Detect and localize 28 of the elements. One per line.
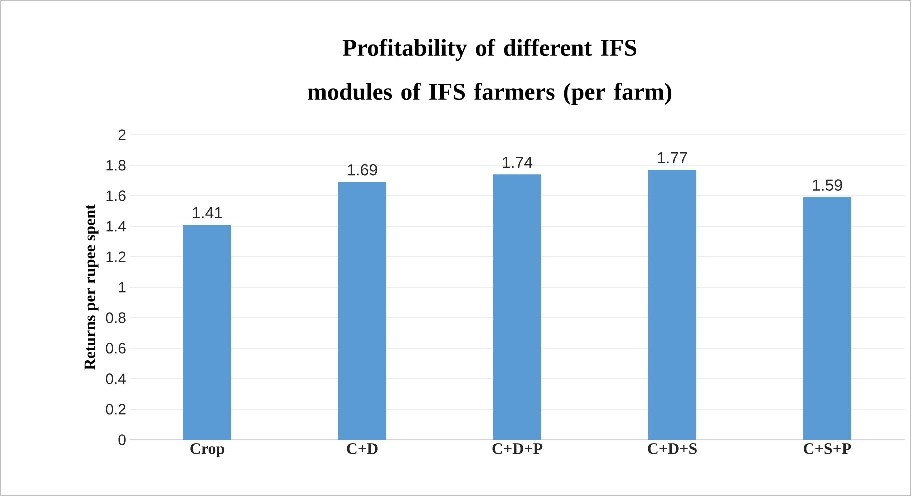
y-tick-label: 1.4 (106, 221, 126, 232)
data-label: 1.59 (813, 180, 842, 191)
y-tick-label: 1 (119, 282, 126, 293)
y-tick-label: 1.8 (106, 160, 126, 171)
y-tick-label: 0.2 (106, 404, 126, 415)
bar (494, 174, 542, 440)
y-tick-label: 0.6 (106, 343, 126, 354)
y-tick-label: 0 (118, 434, 126, 446)
x-tick-label: C+S+P (804, 444, 852, 454)
chart-title: Profitability of different IFS modules of IFS farmers (per farm) (308, 38, 672, 105)
bar (804, 198, 852, 440)
y-tick-label: 2 (118, 130, 126, 140)
x-tick-label: C+D+P (492, 444, 543, 454)
data-label: 1.74 (503, 157, 533, 168)
data-label: 1.41 (193, 207, 222, 218)
x-tick-label: C+D (347, 444, 378, 454)
bar (184, 224, 232, 440)
data-label: 1.69 (348, 164, 378, 176)
bar (338, 182, 387, 440)
y-tick-label: 1.2 (106, 252, 126, 262)
data-label: 1.77 (658, 152, 688, 164)
y-tick-label: 0.8 (106, 312, 126, 324)
x-tick-label: Crop (190, 444, 224, 458)
y-tick-label: 0.4 (106, 374, 126, 384)
y-tick-label: 1.6 (106, 190, 126, 202)
x-tick-label: C+D+S (648, 444, 697, 454)
bar (648, 170, 696, 440)
y-axis-title: Returns per rupee spent (84, 204, 99, 370)
